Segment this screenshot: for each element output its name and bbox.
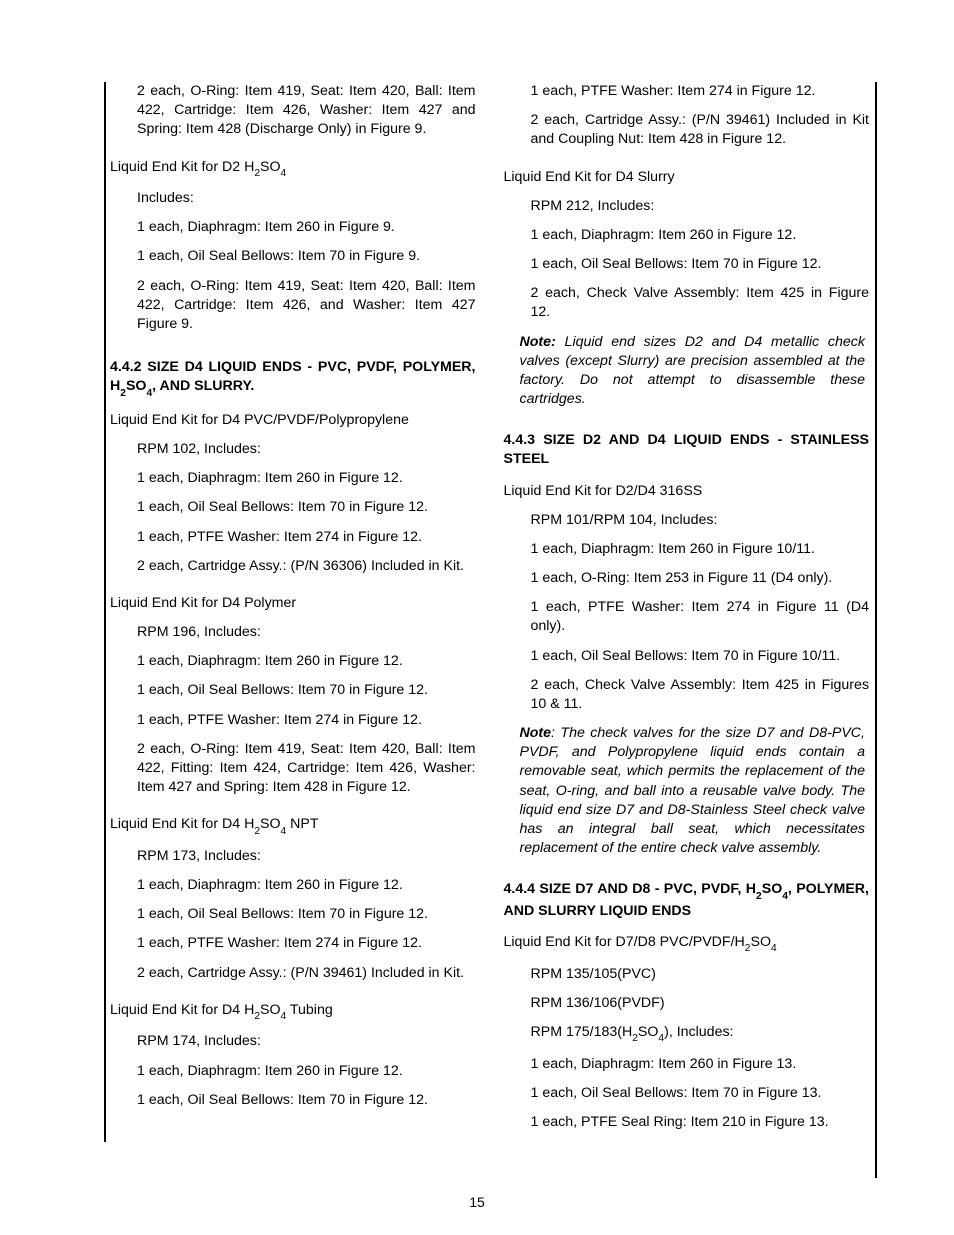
sub: 4 [146, 388, 152, 399]
intro-para: 2 each, O-Ring: Item 419, Seat: Item 420… [137, 82, 476, 140]
list-item: 1 each, Diaphragm: Item 260 in Figure 12… [137, 652, 476, 671]
rpm-label: RPM 102, Includes: [137, 440, 476, 459]
section-442-head: 4.4.2 SIZE D4 LIQUID ENDS - PVC, PVDF, P… [110, 358, 476, 399]
note-1: Note: Liquid end sizes D2 and D4 metalli… [520, 333, 866, 410]
list-item: 2 each, O-Ring: Item 419, Seat: Item 420… [137, 740, 476, 798]
text: 4.4.4 SIZE D7 AND D8 - PVC, PVDF, H [504, 881, 757, 897]
note-2: Note: The check valves for the size D7 a… [520, 724, 866, 858]
note-lead: Note [520, 725, 552, 741]
text: RPM 175/183(H [531, 1024, 633, 1040]
note-body: Liquid end sizes D2 and D4 metallic chec… [520, 334, 866, 408]
d4slurry-title: Liquid End Kit for D4 Slurry [504, 168, 870, 187]
list-item: 2 each, Cartridge Assy.: (P/N 39461) Inc… [531, 111, 870, 149]
list-item: 2 each, Check Valve Assembly: Item 425 i… [531, 284, 870, 322]
d4poly-title: Liquid End Kit for D4 Polymer [110, 594, 476, 613]
list-item: 1 each, PTFE Washer: Item 274 in Figure … [531, 82, 870, 101]
d4npt-title: Liquid End Kit for D4 H2SO4 NPT [110, 815, 476, 837]
rpm-label: RPM 173, Includes: [137, 847, 476, 866]
sub: 2 [254, 826, 260, 837]
text: SO [126, 378, 147, 394]
rpm-label: RPM 212, Includes: [531, 197, 870, 216]
page-number: 15 [0, 1193, 954, 1212]
text: Liquid End Kit for D4 H [110, 816, 254, 832]
rpm-label: RPM 196, Includes: [137, 623, 476, 642]
list-item: 1 each, O-Ring: Item 253 in Figure 11 (D… [531, 569, 870, 588]
rpm-label: RPM 135/105(PVC) [531, 965, 870, 984]
list-item: 1 each, PTFE Washer: Item 274 in Figure … [137, 934, 476, 953]
text: SO [260, 159, 281, 175]
text: Liquid End Kit for D2 H [110, 159, 254, 175]
rpm-label: RPM 174, Includes: [137, 1032, 476, 1051]
sub: 2 [632, 1033, 638, 1044]
list-item: 1 each, Oil Seal Bellows: Item 70 in Fig… [137, 1091, 476, 1110]
includes-label: Includes: [137, 189, 476, 208]
list-item: 1 each, Oil Seal Bellows: Item 70 in Fig… [137, 681, 476, 700]
d2d4ss-title: Liquid End Kit for D2/D4 316SS [504, 482, 870, 501]
sub: 4 [281, 826, 287, 837]
text: Liquid End Kit for D7/D8 PVC/PVDF/H [504, 934, 745, 950]
sub: 2 [254, 168, 260, 179]
text: SO [762, 881, 783, 897]
list-item: 1 each, PTFE Washer: Item 274 in Figure … [531, 598, 870, 636]
list-item: 2 each, Cartridge Assy.: (P/N 36306) Inc… [137, 557, 476, 576]
d4pvc-title: Liquid End Kit for D4 PVC/PVDF/Polypropy… [110, 411, 476, 430]
d2h2so4-title: Liquid End Kit for D2 H2SO4 [110, 158, 476, 180]
sub: 4 [281, 168, 287, 179]
section-443-head: 4.4.3 SIZE D2 AND D4 LIQUID ENDS - STAIN… [504, 431, 870, 469]
list-item: 1 each, Diaphragm: Item 260 in Figure 12… [137, 469, 476, 488]
text: SO [638, 1024, 659, 1040]
right-column: 1 each, PTFE Washer: Item 274 in Figure … [504, 82, 878, 1142]
list-item: 1 each, Oil Seal Bellows: Item 70 in Fig… [531, 647, 870, 666]
sub: 2 [120, 388, 126, 399]
list-item: 1 each, Diaphragm: Item 260 in Figure 12… [137, 876, 476, 895]
list-item: 2 each, Cartridge Assy.: (P/N 39461) Inc… [137, 964, 476, 983]
list-item: 2 each, Check Valve Assembly: Item 425 i… [531, 676, 870, 714]
text: Tubing [286, 1002, 333, 1018]
rpm-label: RPM 175/183(H2SO4), Includes: [531, 1023, 870, 1045]
rpm-label: RPM 136/106(PVDF) [531, 994, 870, 1013]
sub: 4 [771, 943, 777, 954]
list-item: 1 each, Oil Seal Bellows: Item 70 in Fig… [531, 255, 870, 274]
sub: 2 [745, 943, 751, 954]
sub: 4 [281, 1011, 287, 1022]
rpm-label: RPM 101/RPM 104, Includes: [531, 511, 870, 530]
list-item: 2 each, O-Ring: Item 419, Seat: Item 420… [137, 277, 476, 335]
list-item: 1 each, Diaphragm: Item 260 in Figure 9. [137, 218, 476, 237]
text: SO [750, 934, 771, 950]
sub: 4 [658, 1033, 664, 1044]
text: SO [260, 1002, 281, 1018]
list-item: 1 each, Diaphragm: Item 260 in Figure 12… [531, 226, 870, 245]
list-item: 1 each, Diaphragm: Item 260 in Figure 13… [531, 1055, 870, 1074]
d7d8-title: Liquid End Kit for D7/D8 PVC/PVDF/H2SO4 [504, 933, 870, 955]
list-item: 1 each, PTFE Washer: Item 274 in Figure … [137, 528, 476, 547]
two-column-layout: 2 each, O-Ring: Item 419, Seat: Item 420… [108, 82, 877, 1142]
list-item: 1 each, PTFE Washer: Item 274 in Figure … [137, 711, 476, 730]
list-item: 1 each, Oil Seal Bellows: Item 70 in Fig… [137, 247, 476, 266]
list-item: 1 each, Oil Seal Bellows: Item 70 in Fig… [531, 1084, 870, 1103]
left-column: 2 each, O-Ring: Item 419, Seat: Item 420… [104, 82, 476, 1142]
text: NPT [286, 816, 318, 832]
right-border [875, 82, 878, 1178]
list-item: 1 each, Diaphragm: Item 260 in Figure 12… [137, 1062, 476, 1081]
note-body: : The check valves for the size D7 and D… [520, 725, 866, 856]
d4tub-title: Liquid End Kit for D4 H2SO4 Tubing [110, 1001, 476, 1023]
section-444-head: 4.4.4 SIZE D7 AND D8 - PVC, PVDF, H2SO4,… [504, 880, 870, 921]
text: ), Includes: [664, 1024, 733, 1040]
sub: 2 [254, 1011, 260, 1022]
text: Liquid End Kit for D4 H [110, 1002, 254, 1018]
sub: 2 [756, 891, 762, 902]
list-item: 1 each, PTFE Seal Ring: Item 210 in Figu… [531, 1113, 870, 1132]
list-item: 1 each, Oil Seal Bellows: Item 70 in Fig… [137, 498, 476, 517]
text: , AND SLURRY. [152, 378, 254, 394]
sub: 4 [782, 891, 788, 902]
list-item: 1 each, Oil Seal Bellows: Item 70 in Fig… [137, 905, 476, 924]
list-item: 1 each, Diaphragm: Item 260 in Figure 10… [531, 540, 870, 559]
note-lead: Note: [520, 334, 556, 350]
text: SO [260, 816, 281, 832]
